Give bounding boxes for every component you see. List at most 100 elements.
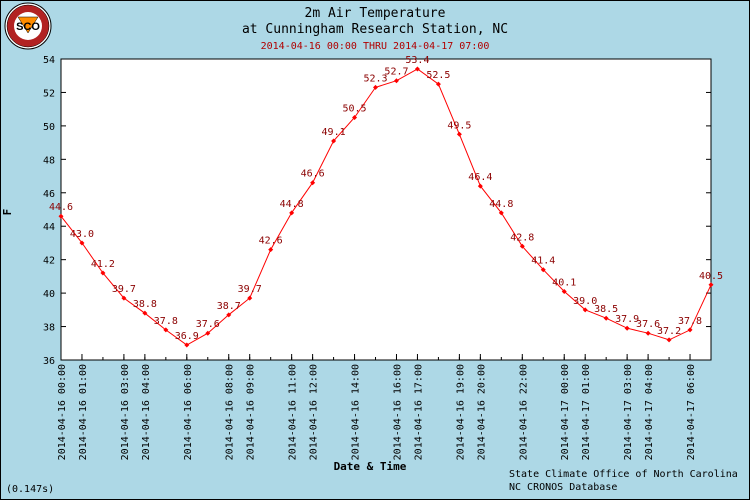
x-tick-label: 2014-04-16 09:00 [246,364,257,460]
y-tick-label: 46 [43,189,55,200]
data-label: 39.0 [573,296,597,307]
x-tick-label: 2014-04-17 00:00 [560,364,571,460]
data-label: 49.5 [447,120,471,131]
data-label: 38.5 [594,304,618,315]
x-tick-label: 2014-04-16 19:00 [455,364,466,460]
data-point [142,310,148,316]
x-axis: 2014-04-16 00:00 2014-04-16 01:00 2014-04-… [57,354,712,460]
credit-line2: NC CRONOS Database [509,482,617,493]
data-point [666,337,672,343]
data-label: 52.3 [363,73,387,84]
data-label: 38.8 [133,299,157,310]
data-point [310,180,316,186]
x-tick-label: 2014-04-17 06:00 [686,364,697,460]
x-tick-label: 2014-04-16 16:00 [392,364,403,460]
x-tick-label: 2014-04-16 08:00 [225,364,236,460]
data-label: 44.6 [49,202,73,213]
data-point [603,315,609,321]
data-label: 39.7 [112,284,136,295]
x-tick-label: 2014-04-16 14:00 [351,364,362,460]
date-range: 2014-04-16 00:00 THRU 2014-04-17 07:00 [261,41,490,52]
temperature-line [60,68,712,346]
data-label: 52.5 [426,70,450,81]
data-label: 41.4 [531,256,555,267]
credit-line1: State Climate Office of North Carolina [509,469,738,480]
data-label: 37.2 [657,326,681,337]
data-point [687,327,693,333]
x-tick-label: 2014-04-16 11:00 [288,364,299,460]
data-point [498,210,504,216]
data-point [268,247,274,253]
y-tick-label: 48 [43,155,55,166]
data-point [708,282,714,288]
data-label: 52.7 [384,67,408,78]
data-point [79,240,85,246]
data-label: 53.4 [405,55,429,66]
sco-logo: SCO [4,2,52,50]
x-tick-label: 2014-04-16 01:00 [78,364,89,460]
plot-area [60,58,712,361]
data-label: 37.6 [636,319,660,330]
data-label: 36.9 [175,331,199,342]
data-label: 44.8 [489,199,513,210]
data-point [435,81,441,87]
data-label: 40.1 [552,277,576,288]
data-label: 39.7 [238,284,262,295]
data-point [58,213,64,219]
logo-triangle-icon [17,16,39,34]
data-point [582,307,588,313]
data-label: 49.1 [322,127,346,138]
data-point [645,330,651,336]
data-label: 38.7 [217,301,241,312]
data-point [519,243,525,249]
data-label: 50.5 [343,104,367,115]
x-tick-label: 2014-04-16 17:00 [413,364,424,460]
data-point [393,78,399,84]
y-tick-label: 36 [43,356,55,367]
x-tick-label: 2014-04-17 01:00 [581,364,592,460]
y-tick-label: 50 [43,122,55,133]
data-label: 43.0 [70,229,94,240]
data-point [184,342,190,348]
data-label: 40.5 [699,271,723,282]
data-label: 37.9 [615,314,639,325]
y-tick-label: 54 [43,55,55,66]
temperature-markers [58,66,714,348]
x-tick-label: 2014-04-17 03:00 [623,364,634,460]
data-label: 46.4 [468,172,492,183]
data-point [247,295,253,301]
x-tick-label: 2014-04-16 20:00 [476,364,487,460]
x-axis-title: Date & Time [334,460,407,473]
data-label: 41.2 [91,259,115,270]
data-point [352,115,358,121]
data-label: 37.8 [678,316,702,327]
x-tick-label: 2014-04-16 03:00 [120,364,131,460]
x-tick-label: 2014-04-16 12:00 [309,364,320,460]
data-point [456,131,462,137]
x-tick-label: 2014-04-16 06:00 [183,364,194,460]
data-point [540,267,546,273]
x-tick-label: 2014-04-16 22:00 [518,364,529,460]
y-axis-title: F [1,209,14,216]
data-point [624,325,630,331]
data-point [331,138,337,144]
data-label: 37.8 [154,316,178,327]
data-label: 42.6 [259,236,283,247]
chart-title-line2: at Cunningham Research Station, NC [242,22,508,37]
x-tick-label: 2014-04-16 00:00 [57,364,68,460]
data-point [100,270,106,276]
data-label: 37.6 [196,319,220,330]
chart-title-line1: 2m Air Temperature [305,6,446,21]
y-tick-label: 42 [43,256,55,267]
y-tick-label: 44 [43,222,55,233]
data-point [205,330,211,336]
data-point [121,295,127,301]
data-label: 42.8 [510,232,534,243]
query-timing: (0.147s) [6,484,54,495]
x-tick-label: 2014-04-16 04:00 [141,364,152,460]
data-point [414,66,420,72]
data-point [226,312,232,318]
y-tick-label: 40 [43,289,55,300]
data-point [163,327,169,333]
